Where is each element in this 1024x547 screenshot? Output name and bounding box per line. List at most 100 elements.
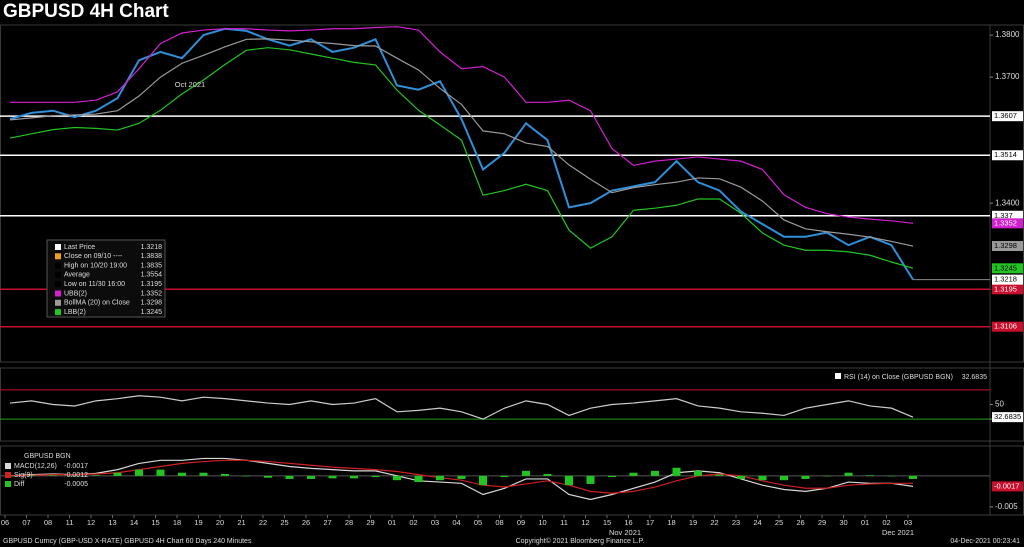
level-label: 1.337: [994, 211, 1013, 220]
price-tag: 1.3245: [994, 263, 1017, 272]
legend-value: -0.0005: [64, 481, 88, 488]
legend-swatch: [5, 463, 11, 469]
diff-bar: [909, 475, 917, 479]
x-tick-label: 25: [280, 518, 288, 527]
legend-swatch: [55, 244, 61, 250]
footer-center: Copyright© 2021 Bloomberg Finance L.P.: [516, 537, 645, 545]
x-tick-label: 20: [216, 518, 224, 527]
legend-value: 1.3245: [141, 309, 163, 316]
legend-value: 1.3838: [141, 253, 163, 260]
diff-bar: [221, 473, 229, 476]
legend-label: Last Price: [64, 244, 95, 251]
diff-bar: [844, 472, 853, 476]
x-tick-label: 26: [302, 518, 310, 527]
macd-tag-box: [992, 481, 1023, 492]
legend-swatch: [55, 253, 61, 260]
x-tick-label: 08: [44, 518, 52, 527]
diff-bar: [307, 475, 315, 479]
diff-bar: [608, 475, 616, 478]
legend-value: 1.3218: [141, 244, 163, 251]
month-label: Nov 2021: [609, 528, 641, 537]
x-tick-label: 15: [151, 518, 159, 527]
legend-box: [46, 239, 166, 318]
legend-label: Average: [64, 272, 90, 279]
price-tag-box: [992, 241, 1023, 252]
diff-bar: [522, 470, 530, 476]
x-tick-label: 26: [796, 518, 804, 527]
x-tick-label: 03: [431, 518, 439, 527]
diff-bar: [694, 470, 702, 476]
level-label: 1.3106: [994, 322, 1017, 331]
x-tick-label: 12: [581, 518, 589, 527]
x-tick-label: 30: [839, 518, 847, 527]
level-label: 1.3607: [994, 111, 1017, 120]
x-tick-label: 02: [882, 518, 890, 527]
legend-label: Sig(9): [14, 472, 33, 479]
diff-bar: [285, 475, 294, 479]
diff-bar: [393, 475, 401, 481]
x-tick-label: 29: [366, 518, 374, 527]
legend-value: 1.3352: [141, 290, 163, 297]
diff-bar: [672, 467, 681, 476]
legend-swatch: [55, 271, 61, 278]
diff-bar: [328, 475, 337, 479]
diff-bar: [586, 475, 595, 484]
x-tick-label: 25: [775, 518, 783, 527]
legend-label: BollMA (20) on Close: [64, 300, 130, 307]
rsi-value: 32.6835: [962, 374, 987, 381]
rsi-label: RSI (14) on Close (GBPUSD BGN): [844, 374, 953, 381]
y-tick-label: 1.3800: [995, 30, 1020, 39]
legend-swatch: [55, 290, 61, 297]
series-line: [9, 47, 914, 269]
diff-bar: [780, 475, 788, 481]
diff-bar: [264, 475, 272, 478]
legend-label: Diff: [14, 481, 24, 488]
legend-value: -0.0012: [64, 472, 88, 479]
x-tick-label: 24: [753, 518, 761, 527]
x-tick-label: 16: [624, 518, 632, 527]
diff-bar: [70, 475, 79, 477]
diff-bar: [823, 475, 831, 477]
footer-right: 04-Dec-2021 00:23:41: [950, 538, 1020, 545]
x-tick-label: 03: [904, 518, 912, 527]
x-tick-label: 21: [237, 518, 245, 527]
month-label: Oct 2021: [175, 80, 205, 89]
y-tick-label: 50: [995, 400, 1004, 409]
legend-value: 1.3195: [141, 281, 163, 288]
legend: Last Price 1.3218 Close on 09/10 ---- 1.383…: [46, 239, 166, 318]
x-tick-label: 05: [474, 518, 482, 527]
x-tick-label: 27: [323, 518, 331, 527]
chart-title: GBPUSD 4H Chart: [3, 1, 169, 22]
legend-label: MACD(12,26): [14, 463, 57, 470]
x-tick-label: 11: [560, 518, 568, 527]
diff-bar: [242, 475, 251, 477]
y-tick-label: 1.3400: [995, 198, 1020, 207]
x-tick-label: 22: [710, 518, 718, 527]
macd-label: GBPUSD BGN: [24, 453, 71, 460]
diff-bar: [565, 475, 573, 486]
legend-label: UBB(2): [64, 290, 87, 297]
x-tick-label: 23: [732, 518, 740, 527]
x-tick-label: 22: [259, 518, 267, 527]
diff-bar: [758, 475, 767, 481]
y-tick-label: 1.3700: [995, 72, 1020, 81]
level-label-box: [992, 111, 1023, 122]
x-tick-label: 17: [646, 518, 654, 527]
diff-bar: [156, 469, 165, 476]
series-line: [10, 26, 914, 224]
legend-swatch: [55, 299, 61, 306]
diff-bar: [178, 472, 186, 476]
diff-bar: [651, 470, 659, 476]
month-label: Dec 2021: [882, 528, 914, 537]
legend-swatch: [5, 472, 11, 478]
rsi-header-box: [832, 371, 989, 382]
x-tick-label: 06: [1, 518, 9, 527]
diff-bar: [801, 475, 810, 479]
level-label: 1.3195: [994, 284, 1017, 293]
legend-label: High on 10/20 19:00: [64, 262, 127, 269]
legend-label: Close on 09/10 ----: [64, 253, 123, 260]
x-tick-label: 07: [22, 518, 30, 527]
x-tick-label: 28: [345, 518, 353, 527]
x-tick-label: 01: [388, 518, 396, 527]
